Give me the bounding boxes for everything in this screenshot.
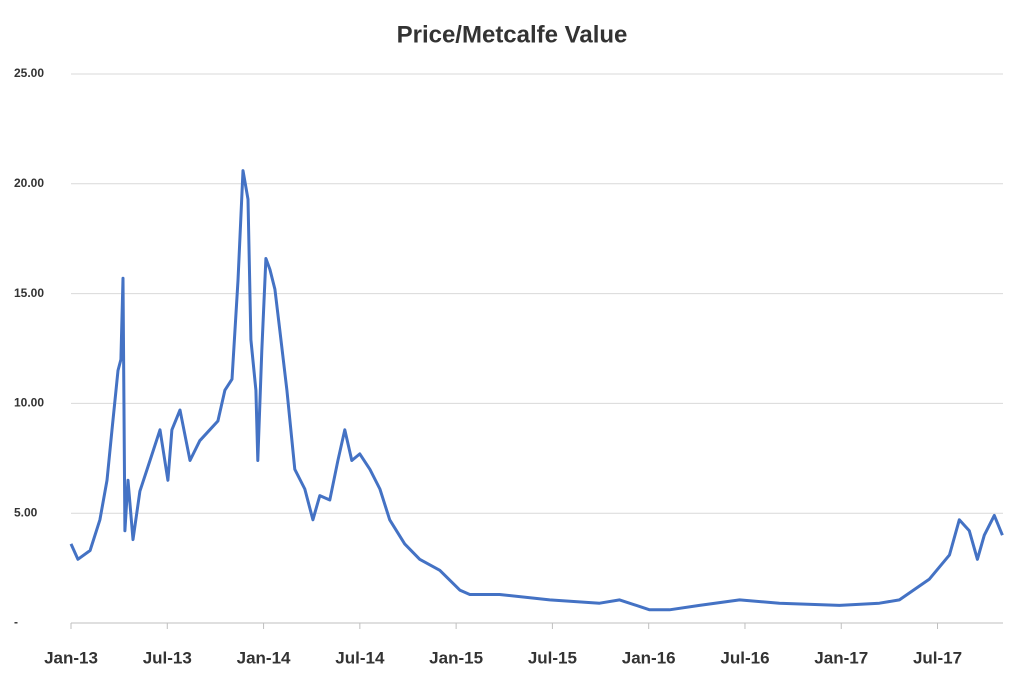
x-tick-label: Jul-17 <box>913 648 962 667</box>
x-tick-label: Jul-14 <box>335 648 385 667</box>
x-tick-label: Jan-13 <box>44 648 98 667</box>
y-tick-label: 10.00 <box>14 396 44 410</box>
chart-title: Price/Metcalfe Value <box>397 21 628 48</box>
x-tick-label: Jan-15 <box>429 648 483 667</box>
y-tick-label: 5.00 <box>14 505 38 519</box>
y-tick-label: 20.00 <box>14 176 44 190</box>
data-line <box>69 169 1004 612</box>
y-tick-label: 25.00 <box>14 66 44 80</box>
x-tick-label: Jan-14 <box>237 648 291 667</box>
y-tick-label: 15.00 <box>14 286 44 300</box>
x-tick-label: Jul-15 <box>528 648 577 667</box>
x-tick-label: Jul-13 <box>143 648 192 667</box>
x-tick-label: Jul-16 <box>720 648 769 667</box>
x-tick-label: Jan-16 <box>622 648 676 667</box>
y-tick-label: - <box>14 615 18 629</box>
x-tick-label: Jan-17 <box>814 648 868 667</box>
